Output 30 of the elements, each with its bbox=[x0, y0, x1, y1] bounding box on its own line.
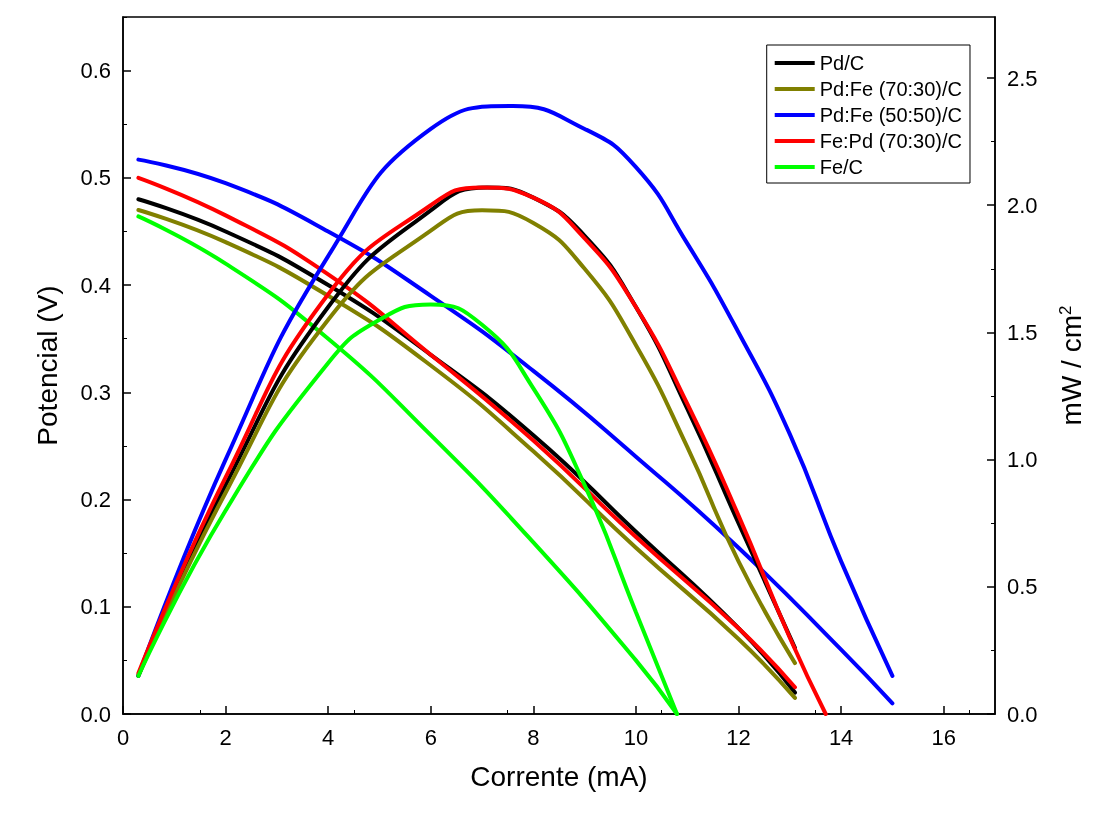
legend-label: Pd/C bbox=[819, 52, 865, 74]
y-tick-label: 0.3 bbox=[80, 379, 111, 405]
y-tick-label: 0.5 bbox=[80, 165, 111, 191]
y-axis-title: Potencial (V) bbox=[31, 285, 63, 446]
x-tick-label: 6 bbox=[424, 724, 437, 750]
legend-label: Pd:Fe (50:50)/C bbox=[819, 104, 963, 126]
y-tick-label: 0.2 bbox=[80, 487, 111, 513]
y-tick-label: 0.1 bbox=[80, 594, 111, 620]
x-tick-label: 2 bbox=[219, 724, 232, 750]
y2-tick-label: 1.0 bbox=[1007, 447, 1038, 473]
x-tick-label: 10 bbox=[623, 724, 649, 750]
x-tick-label: 16 bbox=[931, 724, 956, 750]
y2-tick-label: 0.5 bbox=[1007, 574, 1038, 600]
legend-label: Fe:Pd (70:30)/C bbox=[819, 130, 963, 152]
y2-tick-label: 2.5 bbox=[1007, 65, 1038, 91]
x-tick-label: 4 bbox=[322, 724, 335, 750]
y2-tick-label: 2.0 bbox=[1007, 192, 1038, 218]
x-tick-label: 14 bbox=[828, 724, 854, 750]
y2-tick-label: 0.0 bbox=[1007, 701, 1038, 727]
y2-tick-label: 1.5 bbox=[1007, 319, 1038, 345]
y-tick-label: 0.0 bbox=[80, 701, 111, 727]
x-tick-label: 0 bbox=[116, 724, 130, 750]
y-tick-label: 0.4 bbox=[80, 272, 111, 298]
legend-label: Pd:Fe (70:30)/C bbox=[819, 78, 963, 100]
legend-label: Fe/C bbox=[819, 156, 864, 178]
y-tick-label: 0.6 bbox=[80, 58, 111, 84]
x-tick-label: 8 bbox=[527, 724, 540, 750]
x-axis-title: Corrente (mA) bbox=[470, 760, 648, 792]
x-tick-label: 12 bbox=[726, 724, 751, 750]
y2-axis-title: mW / cm2 bbox=[1055, 305, 1087, 426]
